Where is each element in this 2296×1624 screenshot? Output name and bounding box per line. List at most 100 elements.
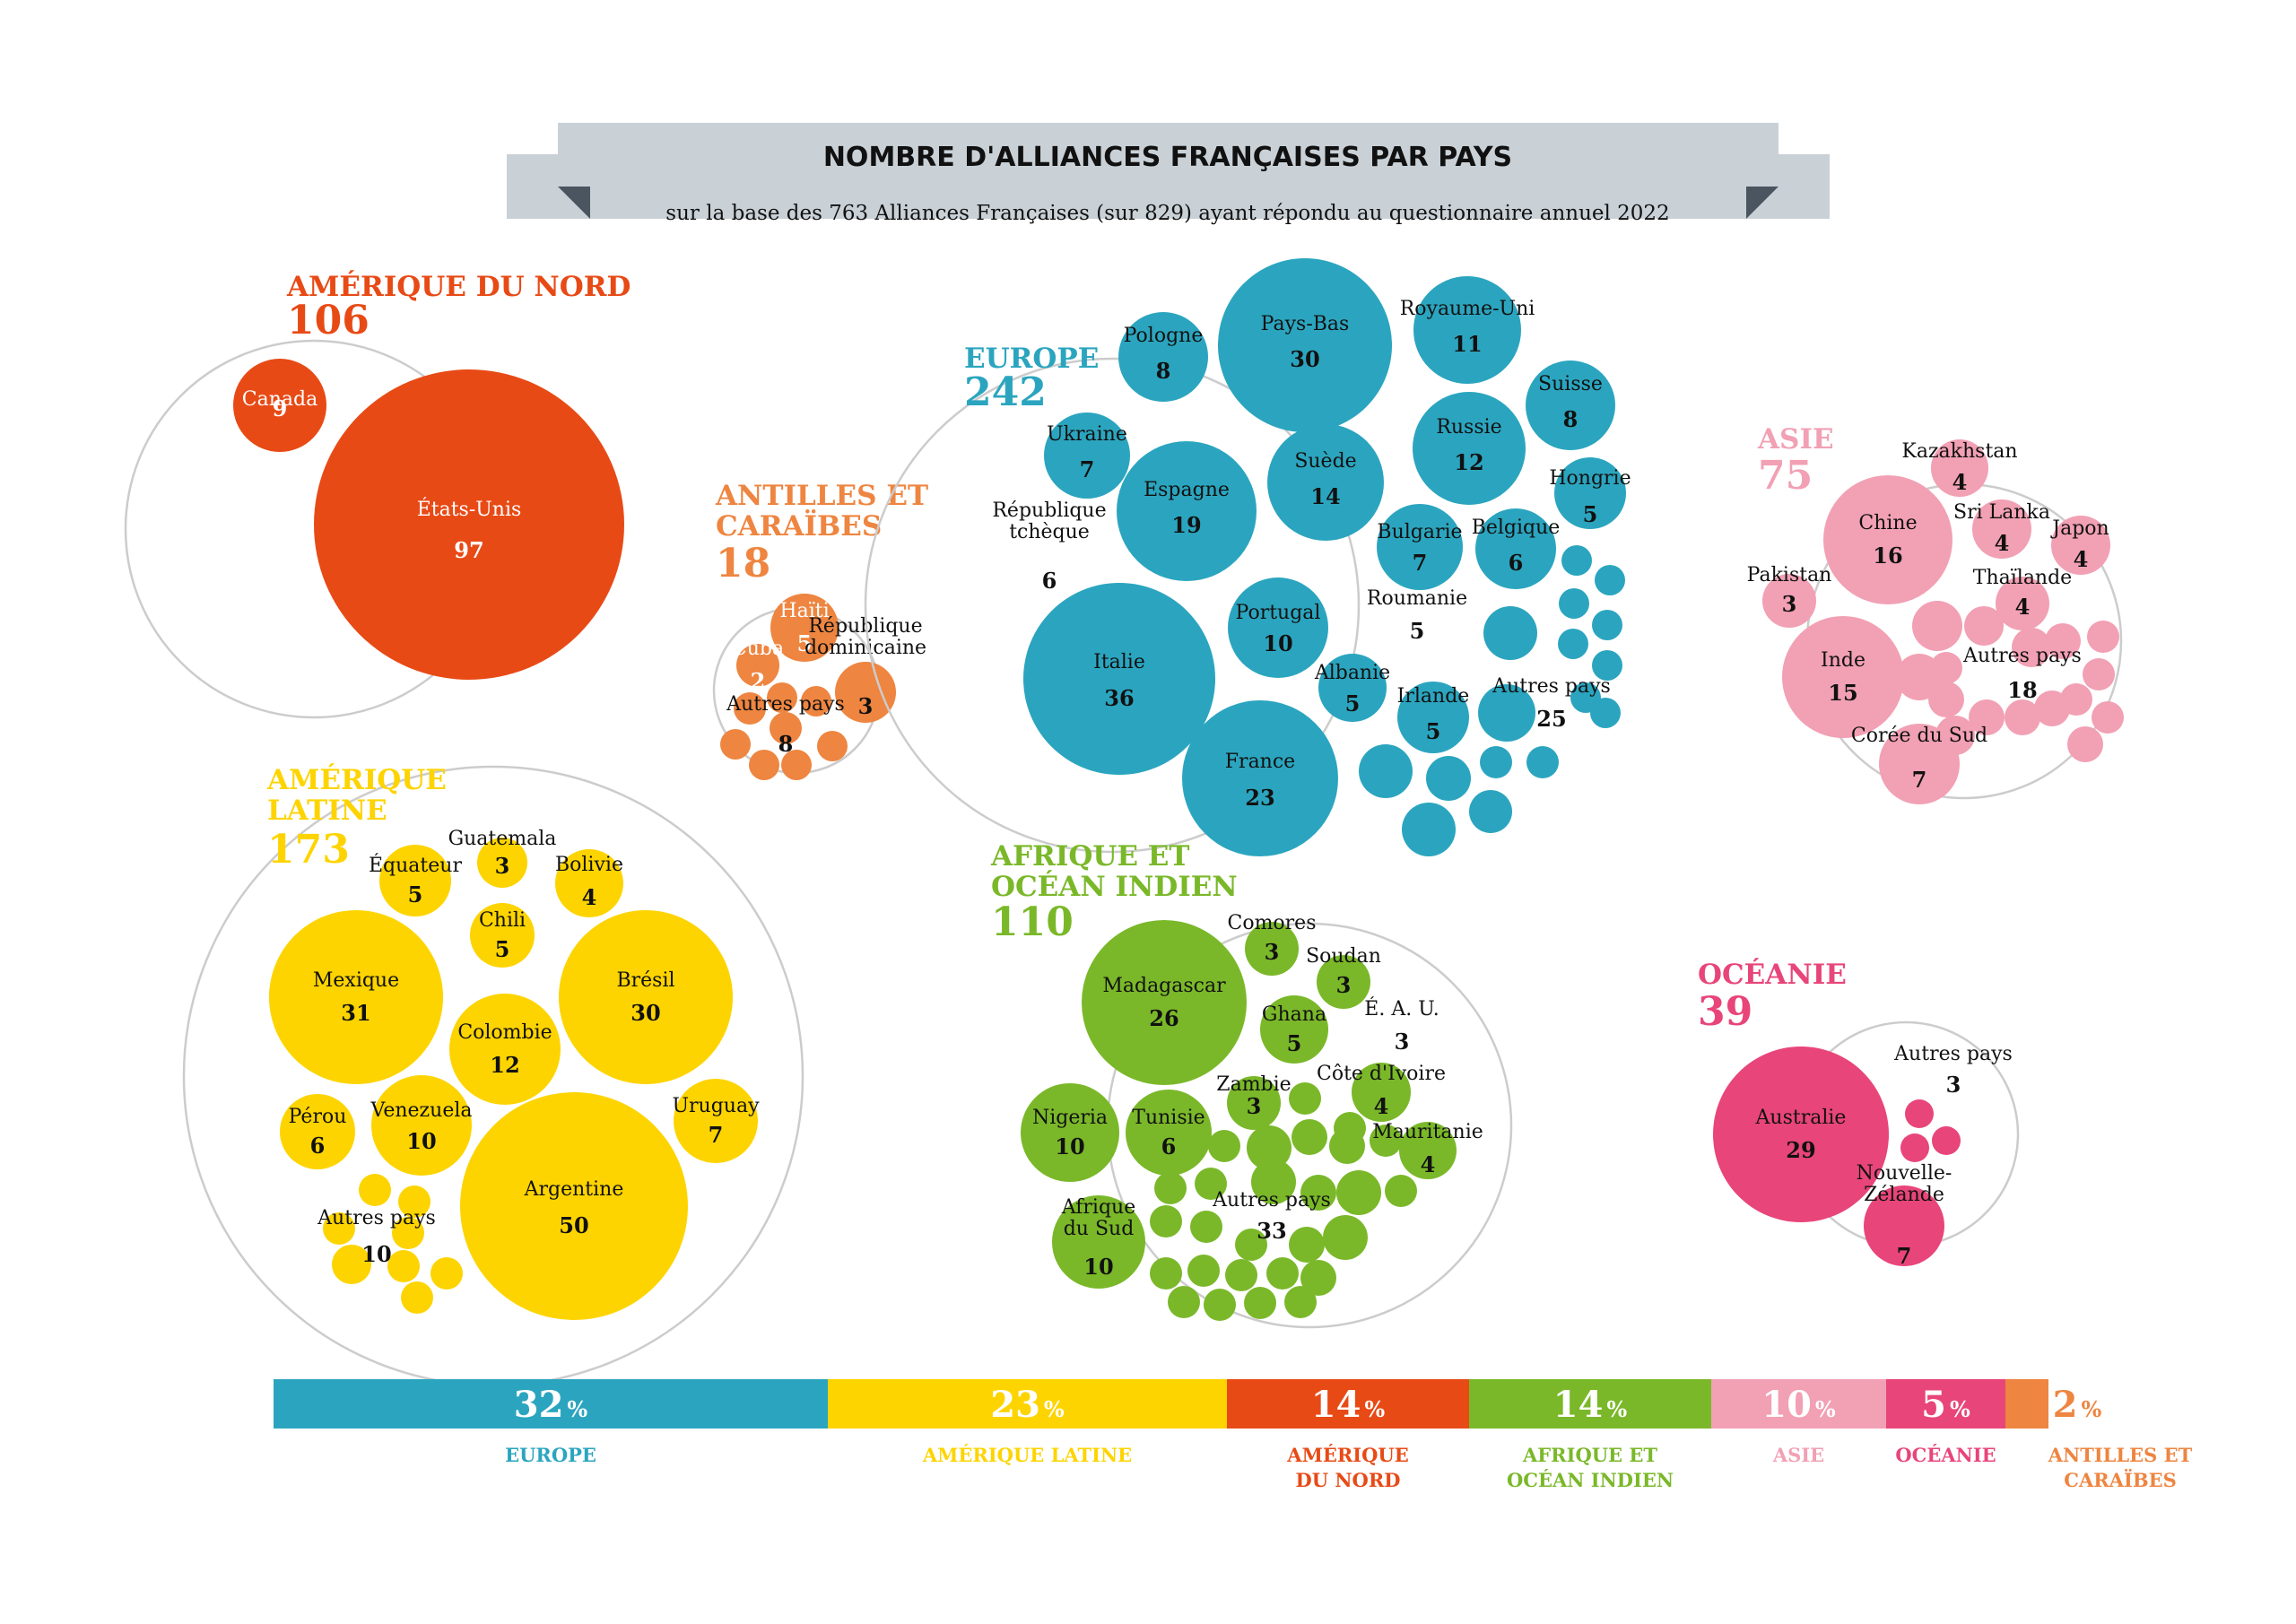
country-belgique: Belgique 6 [1472,508,1561,589]
country-value: 10 [406,1128,436,1154]
country-label: Espagne [1144,479,1230,501]
country-autres-pays: Autres pays 3 [1893,1043,2013,1098]
bubble-unlabeled [1150,1257,1182,1290]
country-label: Pologne [1124,325,1204,347]
country-value: 30 [631,1000,660,1026]
bubble-unlabeled [1595,565,1625,595]
country-label: Canada [242,388,317,411]
country-bresil: Brésil 30 [559,910,733,1084]
share-bar-rect [1886,1379,2005,1429]
region-total: 110 [991,899,1074,945]
bubble-unlabeled [1592,650,1622,681]
country-label: Argentine [524,1178,624,1201]
country-portugal: Portugal 10 [1228,578,1328,678]
bubble-portugal [1228,578,1328,678]
bubble-unlabeled [2045,623,2081,659]
bubble-unlabeled [1300,1175,1336,1211]
bubble-bresil [559,910,733,1084]
country-chine: Chine 16 [1823,475,1952,604]
bubble-bulgarie [1377,504,1463,590]
country-perou: Pérou 6 [280,1094,355,1169]
bubble-unlabeled [2087,621,2119,653]
region-name: OCÉANIE [1698,957,1847,991]
bubble-argentine [460,1092,688,1320]
country-value: 15 [1828,680,1857,706]
bubble-ghana [1260,995,1328,1064]
country-value: 4 [582,884,597,910]
header-ribbon: NOMBRE D'ALLIANCES FRANÇAISES PAR PAYS s… [507,123,1830,225]
bubble-unlabeled [801,686,831,716]
country-value: 16 [1873,543,1902,569]
bubble-unlabeled [1370,1125,1402,1157]
country-uruguay: Uruguay 7 [672,1079,760,1163]
share-segment-antilles-et-caraibes: 2 % ANTILLES ET CARAÏBES [2005,1379,2193,1491]
country-value: 10 [1055,1133,1084,1159]
bubble-unlabeled [734,692,766,725]
country-inde: Inde 15 [1782,616,1904,738]
country-value: 50 [559,1212,588,1238]
share-percent: 14% [1311,1384,1386,1426]
bubble-pologne [1118,312,1208,402]
bubble-espagne [1117,441,1257,581]
bubble-mauritanie [1399,1122,1457,1179]
country-value: 10 [1263,630,1292,656]
country-value: 19 [1171,512,1201,538]
share-label: AFRIQUE ET OCÉAN INDIEN [1507,1444,1674,1491]
bubble-unlabeled [781,750,812,780]
country-guatemala: Guatemala 3 [448,828,556,888]
bubble-pays-bas [1218,258,1392,432]
country-value: 33 [1257,1218,1286,1244]
country-comores: Comores 3 [1227,912,1317,976]
country-value: 7 [1912,767,1927,793]
bubble-irlande [1397,682,1469,753]
country-value: 4 [1995,530,2010,556]
country-label: Hongrie [1549,467,1631,490]
share-bar-rect [1227,1379,1469,1429]
bubble-unlabeled [1284,1286,1317,1318]
bubble-unlabeled [2083,658,2115,690]
country-value: 36 [1104,685,1134,711]
share-bar-rect [1711,1379,1886,1429]
bubble-unlabeled [2005,699,2040,735]
country-label: Albanie [1314,662,1390,684]
country-value: 12 [1454,449,1483,475]
country-label: Autres pays [1492,675,1611,698]
country-value: 5 [408,881,423,908]
region-total: 173 [267,827,350,873]
bubble-madagascar [1082,920,1247,1085]
country-value: 9 [273,395,288,421]
bubble-france [1182,700,1338,856]
bubble-chine [1823,475,1952,604]
country-label: Bolivie [555,854,623,876]
region-name: EUROPE [964,343,1099,375]
bubble-belgique [1475,508,1556,589]
region-name: ASIE [1757,423,1834,456]
share-segment-europe: 32 % EUROPE [274,1379,828,1466]
share-segment-asie: 10 % ASIE [1711,1379,1886,1466]
bubble-suisse [1526,360,1615,450]
bubble-unlabeled [1150,1205,1182,1238]
region-total: 39 [1698,989,1752,1035]
country-ghana: Ghana 5 [1260,995,1328,1064]
bubble-unlabeled [767,682,797,713]
country-label: Pakistan [1747,564,1832,586]
country-value: 4 [1421,1151,1436,1177]
share-label: OCÉANIE [1895,1444,1996,1466]
country-espagne: Espagne 19 [1117,441,1257,581]
country-equateur: Équateur 5 [369,845,462,916]
bubble-thailande [1996,577,2049,630]
country-value: 6 [1509,550,1524,576]
country-value: 4 [1952,469,1968,495]
country-label: Belgique [1472,517,1561,539]
region-europe: Pays-Bas 30 Royaume-Uni 11 Pologne 8 Suisse 8 Uk… [864,258,1631,856]
bubble-suede [1267,424,1384,541]
share-bar-rect [2005,1379,2048,1429]
country-autres-pays: Autres pays 18 [1962,645,2082,703]
share-label: AMÉRIQUE DU NORD [1286,1444,1408,1491]
bubble-unlabeled [1334,1112,1366,1144]
share-bar-rect [1469,1379,1711,1429]
bubble-unlabeled [1590,698,1621,728]
bubble-unlabeled [1402,803,1456,856]
